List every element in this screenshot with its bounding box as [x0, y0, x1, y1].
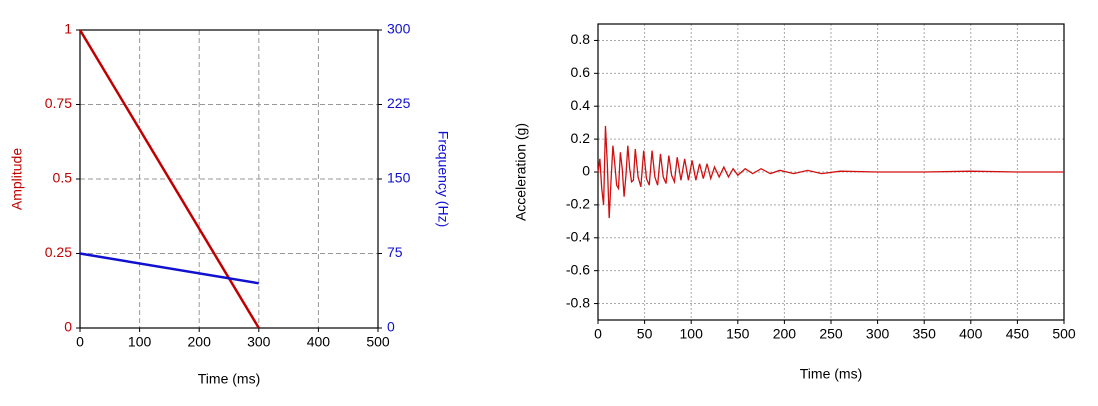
x-tick-label: 400 — [307, 334, 331, 350]
y2-tick-label: 75 — [387, 244, 403, 260]
y-tick-label: -0.4 — [566, 228, 590, 244]
x-tick-label: 200 — [188, 334, 212, 350]
y-tick-label: 0.4 — [571, 97, 591, 113]
x-tick-label: 200 — [773, 326, 797, 342]
x-tick-label: 0 — [76, 334, 84, 350]
x-tick-label: 100 — [680, 326, 704, 342]
y-axis-label: Acceleration (g) — [513, 123, 529, 221]
x-tick-label: 300 — [247, 334, 271, 350]
y-tick-label: 0 — [582, 163, 590, 179]
x-axis-label: Time (ms) — [198, 371, 260, 387]
y-tick-label: 0.75 — [45, 95, 72, 111]
y-tick-label: 0.6 — [571, 64, 591, 80]
x-tick-label: 100 — [128, 334, 152, 350]
plot-frame — [79, 29, 379, 329]
y-tick-label: -0.2 — [566, 196, 590, 212]
y-tick-label: 0.2 — [571, 130, 591, 146]
y-axis-label: Amplitude — [9, 148, 25, 210]
y-tick-label: -0.8 — [566, 294, 590, 310]
x-tick-label: 0 — [594, 326, 602, 342]
y2-tick-label: 150 — [387, 170, 411, 186]
x-tick-label: 300 — [866, 326, 890, 342]
y-tick-label: 0.25 — [45, 244, 72, 260]
y2-tick-label: 225 — [387, 95, 411, 111]
y-tick-label: 0.8 — [571, 31, 591, 47]
x-tick-label: 500 — [1052, 326, 1076, 342]
data-line — [597, 125, 1064, 219]
y-tick-label: 1 — [64, 21, 72, 37]
y-tick-label: 0.5 — [53, 170, 73, 186]
x-axis-label: Time (ms) — [800, 366, 862, 382]
y-tick-label: -0.6 — [566, 261, 590, 277]
x-tick-label: 500 — [366, 334, 390, 350]
x-tick-label: 250 — [819, 326, 843, 342]
y-tick-label: 0 — [64, 319, 72, 335]
x-tick-label: 150 — [726, 326, 750, 342]
x-tick-label: 350 — [913, 326, 937, 342]
x-tick-label: 50 — [637, 326, 653, 342]
y2-tick-label: 300 — [387, 21, 411, 37]
y2-tick-label: 0 — [387, 319, 395, 335]
x-tick-label: 400 — [959, 326, 983, 342]
data-line — [79, 252, 260, 285]
y2-axis-label: Frequency (Hz) — [435, 131, 451, 227]
x-tick-label: 450 — [1006, 326, 1030, 342]
